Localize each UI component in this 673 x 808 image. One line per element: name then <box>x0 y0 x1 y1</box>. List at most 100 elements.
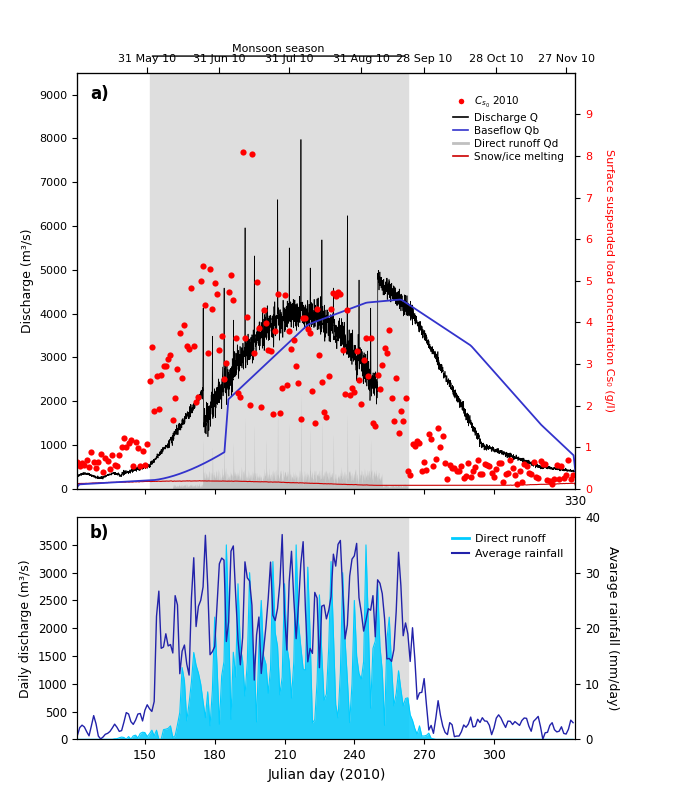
Point <box>477 468 488 481</box>
Point <box>289 333 299 346</box>
Point <box>447 461 458 474</box>
Point <box>179 318 190 331</box>
Point <box>160 360 171 372</box>
Point <box>479 457 490 470</box>
Point <box>323 369 334 382</box>
Text: b): b) <box>90 524 109 542</box>
Point <box>275 406 285 419</box>
Point <box>163 352 174 365</box>
Point <box>86 445 97 458</box>
Point <box>559 472 569 485</box>
Point <box>365 331 376 344</box>
Point <box>211 288 222 301</box>
Point <box>295 413 306 426</box>
Point <box>419 456 429 469</box>
Point <box>452 465 462 478</box>
Point <box>449 461 460 474</box>
Text: Monsoon season: Monsoon season <box>232 44 325 54</box>
Point <box>535 455 546 468</box>
Point <box>568 469 579 482</box>
Point <box>135 459 145 472</box>
Point <box>442 473 453 486</box>
Point <box>460 469 471 482</box>
Point <box>270 325 281 338</box>
Point <box>402 465 413 478</box>
Point <box>484 460 495 473</box>
Point <box>426 432 437 445</box>
Point <box>158 360 169 372</box>
Point <box>242 310 252 323</box>
Point <box>235 391 246 404</box>
Point <box>228 293 239 306</box>
Point <box>149 405 160 418</box>
Point <box>151 369 162 382</box>
Point <box>361 331 371 344</box>
Point <box>454 464 464 477</box>
Point <box>349 386 359 399</box>
X-axis label: Julian day (2010): Julian day (2010) <box>267 768 386 781</box>
Point <box>305 326 316 339</box>
Point <box>456 460 467 473</box>
Point <box>435 440 446 453</box>
Point <box>277 381 287 394</box>
Point <box>563 453 574 466</box>
Point <box>79 458 90 471</box>
Point <box>417 464 427 477</box>
Point <box>375 383 386 396</box>
Point <box>225 269 236 282</box>
Point <box>93 456 104 469</box>
Point <box>495 457 506 469</box>
Point <box>514 464 525 477</box>
Point <box>509 468 520 481</box>
Point <box>198 259 209 272</box>
Legend: $C_{s_0}$ 2010, Discharge Q, Baseflow Qb, Direct runoff Qd, Snow/ice melting: $C_{s_0}$ 2010, Discharge Q, Baseflow Qb… <box>449 90 568 166</box>
Point <box>433 422 444 435</box>
Point <box>254 322 264 335</box>
Point <box>102 454 113 467</box>
Point <box>412 435 423 448</box>
Point <box>126 434 137 447</box>
Point <box>431 452 441 465</box>
Point <box>312 302 322 315</box>
Point <box>221 356 232 369</box>
Point <box>335 288 346 301</box>
Point <box>293 377 304 389</box>
Point <box>81 454 92 467</box>
Point <box>284 325 295 338</box>
Point <box>489 470 499 483</box>
Point <box>377 359 388 372</box>
Point <box>123 437 134 450</box>
Point <box>526 468 536 481</box>
Point <box>372 369 383 382</box>
Point <box>207 303 218 316</box>
Point <box>332 286 343 299</box>
Point <box>216 330 227 343</box>
Point <box>521 460 532 473</box>
Point <box>549 473 560 486</box>
Point <box>321 410 332 423</box>
Point <box>382 347 392 360</box>
Point <box>519 457 530 470</box>
Point <box>258 304 269 317</box>
Point <box>190 395 201 408</box>
Point <box>107 448 118 461</box>
Point <box>147 341 157 354</box>
Point <box>491 463 501 476</box>
Point <box>516 476 527 489</box>
Point <box>391 372 402 385</box>
Point <box>195 275 206 288</box>
Point <box>214 344 225 357</box>
Point <box>279 288 290 301</box>
Point <box>186 281 197 294</box>
Point <box>423 427 434 440</box>
Point <box>96 448 106 461</box>
Point <box>337 343 348 356</box>
Point <box>386 391 397 404</box>
Point <box>153 402 164 415</box>
Point <box>116 440 127 453</box>
Point <box>404 469 415 482</box>
Point <box>260 317 271 330</box>
Point <box>170 391 180 404</box>
Point <box>503 466 513 479</box>
Point <box>468 465 479 478</box>
